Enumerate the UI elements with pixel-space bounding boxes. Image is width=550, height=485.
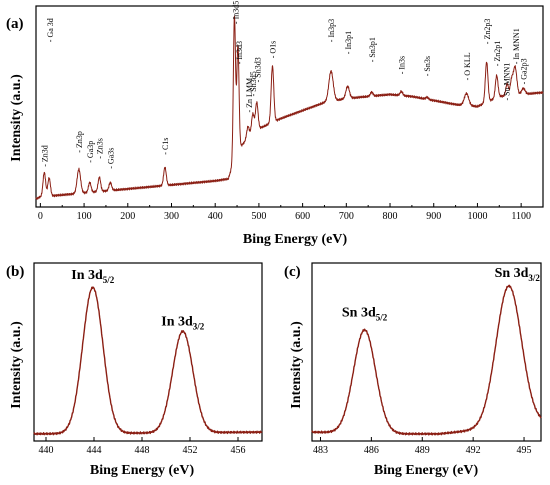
panel-a-peak-label: - O KLL (463, 52, 472, 80)
panel-a-peak-label: - C1s (161, 138, 170, 155)
panel-a-x-tick-label: 700 (339, 211, 354, 222)
panel-b-x-tick-label: 456 (231, 445, 246, 456)
panel-c-peak-label: Sn 3d5/2 (342, 305, 388, 322)
panel-a-x-tick-label: 200 (120, 211, 135, 222)
panel-c-x-tick-label: 492 (466, 445, 481, 456)
panel-b: (b) Intensity (a.u.) Bing Energy (eV) 44… (6, 262, 263, 478)
panel-a-peak-label: - Sn3s (423, 56, 432, 76)
panel-b-spectrum-line (33, 286, 263, 436)
panel-a-x-tick-label: 400 (208, 211, 223, 222)
panel-a-x-tick-label: 600 (295, 211, 310, 222)
panel-a-frame (35, 5, 544, 208)
panel-a-peak-label: - In3d3 (235, 41, 244, 64)
panel-c: (c) Intensity (a.u.) Bing Energy (eV) 48… (284, 262, 542, 478)
panel-c-xlabel: Bing Energy (eV) (374, 463, 479, 478)
panel-a-peak-label: - Zn3d (41, 145, 50, 167)
panel-a-peak-label: - Sn3p1 (368, 37, 377, 62)
panel-c-x-tick-label: 486 (364, 445, 379, 456)
panel-b-x-tick-label: 440 (39, 445, 54, 456)
panel-c-ylabel: Intensity (a.u.) (289, 321, 304, 409)
panel-a-peak-label: - Zn3p (75, 131, 84, 153)
panel-b-ylabel: Intensity (a.u.) (9, 321, 24, 409)
panel-b-x-tick-label: 448 (135, 445, 150, 456)
panel-a-x-tick-label: 500 (251, 211, 266, 222)
panel-c-plot-area: 483 486 489 492 495 Sn 3d5/2 Sn 3d3/2 (311, 262, 542, 456)
panel-c-letter: (c) (284, 264, 301, 280)
panel-a-peak-label: - In MNN1 (512, 28, 521, 64)
panel-c-spectrum-line (311, 284, 542, 436)
panel-a-peak-label: - Ga3p (86, 141, 95, 163)
panel-a-peak-label: - In3s (397, 56, 406, 74)
panel-a-x-tick-label: 1100 (511, 211, 531, 222)
panel-a: (a) Intensity (a.u.) Bing Energy (eV) 0 1… (6, 1, 544, 247)
panel-a-x-tick-label: 100 (77, 211, 92, 222)
panel-a-x-tick-label: 1000 (467, 211, 487, 222)
panel-a-peak-label: - Sn MNN1 (502, 63, 511, 101)
panel-a-peak-label: - Zn2p1 (493, 41, 502, 67)
panel-a-spectrum-line (35, 15, 544, 200)
panel-a-x-tick-label: 900 (426, 211, 441, 222)
panel-a-peak-label: - Zn2p3 (483, 19, 492, 45)
panel-b-peak-label: In 3d3/2 (161, 314, 205, 331)
panel-c-peak-label: Sn 3d3/2 (495, 266, 541, 283)
panel-a-ylabel: Intensity (a.u.) (9, 74, 24, 162)
panel-b-xlabel: Bing Energy (eV) (90, 463, 195, 478)
panel-b-frame (33, 262, 263, 442)
panel-c-frame (311, 262, 542, 442)
panel-a-x-tick-label: 800 (383, 211, 398, 222)
panel-a-letter: (a) (6, 16, 24, 32)
panel-a-peak-label: - Zn3s (95, 138, 104, 159)
panel-a-peak-label: - Zn LMM (245, 78, 254, 113)
panel-a-peak-label: - In3p1 (344, 31, 353, 54)
panel-a-peak-label: - Ga2p3 (519, 58, 528, 84)
panel-a-peak-label: - In3p3 (327, 19, 336, 42)
panel-a-peak-label: - O1s (269, 41, 278, 59)
panel-b-peak-label: In 3d5/2 (71, 268, 115, 285)
panel-a-xlabel: Bing Energy (eV) (243, 232, 348, 247)
panel-b-letter: (b) (6, 264, 24, 280)
panel-a-peak-label: - Ga 3d (46, 18, 55, 42)
panel-c-x-tick-label: 495 (517, 445, 532, 456)
panel-a-peak-label: - In3d5 (231, 1, 240, 24)
panel-b-x-tick-label: 452 (183, 445, 198, 456)
panel-b-x-tick-label: 444 (87, 445, 102, 456)
panel-c-x-tick-label: 483 (313, 445, 328, 456)
panel-b-plot-area: 440 444 448 452 456 In 3d5/2 In 3d3/2 (33, 262, 263, 456)
panel-a-x-tick-label: 300 (164, 211, 179, 222)
panel-a-peak-label: - Ga3s (106, 148, 115, 169)
panel-a-peak-label: - Sn3d3 (254, 57, 263, 82)
panel-a-x-tick-label: 0 (38, 211, 43, 222)
panel-c-x-tick-label: 489 (415, 445, 430, 456)
panel-a-peak-label: - Sn3d5 (249, 71, 258, 96)
panel-a-plot-area: 0 100 200 300 400 500 600 700 800 900 1000 1100 - Zn… (35, 1, 544, 222)
